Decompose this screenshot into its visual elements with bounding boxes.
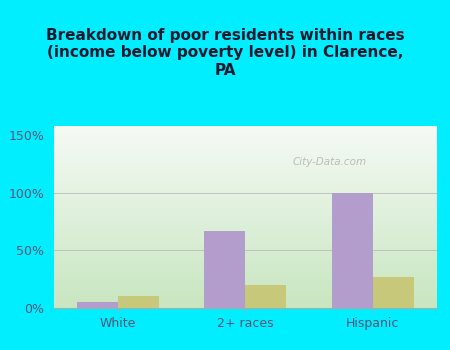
Text: City-Data.com: City-Data.com [292, 158, 366, 167]
Bar [373, 277, 414, 308]
Bar [204, 231, 245, 308]
Text: Breakdown of poor residents within races
(income below poverty level) in Clarenc: Breakdown of poor residents within races… [46, 28, 404, 78]
Bar [77, 302, 118, 308]
Legend: Clarence, Pennsylvania: Clarence, Pennsylvania [135, 347, 355, 350]
Bar [118, 296, 158, 308]
Bar [332, 193, 373, 308]
Bar [245, 285, 286, 308]
